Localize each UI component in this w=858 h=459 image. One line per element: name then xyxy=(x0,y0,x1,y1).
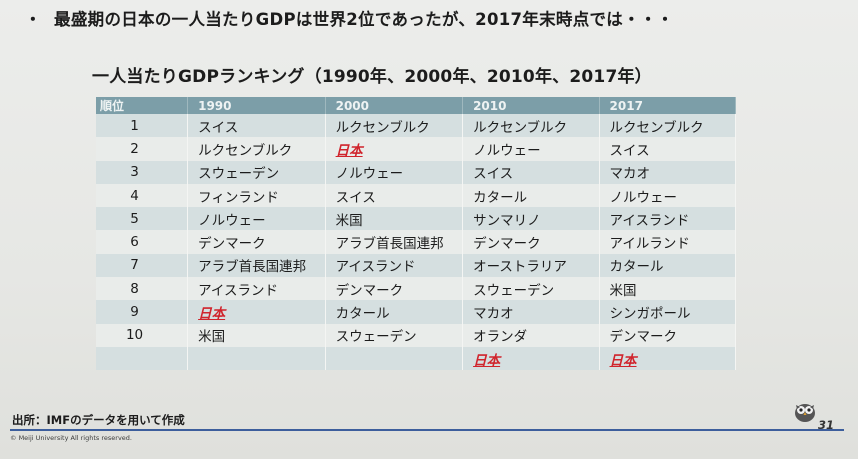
rank-cell: 3 xyxy=(96,160,189,184)
rank-cell: 7 xyxy=(96,253,189,278)
country-cell xyxy=(187,346,326,371)
japan-highlight-cell: 日本 xyxy=(187,300,326,324)
country-cell: アイスランド xyxy=(325,253,464,278)
table-row: 8 アイスランド デンマーク スウェーデン 米国 xyxy=(96,277,737,301)
source-note: 出所：IMFのデータを用いて作成 xyxy=(12,413,185,427)
header-rank: 順位 xyxy=(96,97,189,114)
header-1990: 1990 xyxy=(187,97,326,114)
table-row: 2 ルクセンブルク 日本 ノルウェー スイス xyxy=(96,137,737,161)
country-cell: スウェーデン xyxy=(325,323,464,347)
country-cell: カタール xyxy=(462,183,600,208)
table-header-row: 順位 1990 2000 2010 2017 xyxy=(96,97,737,114)
footer-divider xyxy=(10,429,844,431)
header-text: 最盛期の日本の一人当たりGDPは世界2位であったが、2017年末時点では・・・ xyxy=(54,10,674,29)
table-row: 7 アラブ首長国連邦 アイスランド オーストラリア カタール xyxy=(96,253,737,278)
country-cell: ノルウェー xyxy=(325,160,464,184)
rank-cell: 5 xyxy=(96,207,189,231)
country-cell: マカオ xyxy=(462,300,600,324)
country-cell: 米国 xyxy=(599,277,737,301)
header-2017: 2017 xyxy=(599,97,737,114)
table-row: 10 米国 スウェーデン オランダ デンマーク xyxy=(96,323,737,347)
table-row: 6 デンマーク アラブ首長国連邦 デンマーク アイルランド xyxy=(96,230,737,254)
slide-header: ・ 最盛期の日本の一人当たりGDPは世界2位であったが、2017年末時点では・・… xyxy=(18,6,848,30)
table-row: 9 日本 カタール マカオ シンガポール xyxy=(96,300,737,324)
country-cell: カタール xyxy=(325,300,464,324)
country-cell: スイス xyxy=(325,183,464,208)
country-cell: アイスランド xyxy=(599,207,737,231)
page-number: 31 xyxy=(818,418,835,432)
country-cell: ノルウェー xyxy=(599,183,737,208)
japan-highlight-cell: 日本 xyxy=(325,137,464,161)
country-cell: ノルウェー xyxy=(462,137,600,161)
country-cell: カタール xyxy=(599,253,737,278)
owl-mascot-icon xyxy=(795,404,815,422)
country-cell: アラブ首長国連邦 xyxy=(187,253,326,278)
country-cell: スイス xyxy=(187,114,326,138)
copyright: © Meiji University All rights reserved. xyxy=(10,434,132,442)
rank-cell: 4 xyxy=(96,183,189,208)
country-cell: ルクセンブルク xyxy=(187,137,326,161)
country-cell: フィンランド xyxy=(187,183,326,208)
rank-cell: 9 xyxy=(96,300,189,324)
country-cell: マカオ xyxy=(599,160,737,184)
country-cell xyxy=(325,346,464,371)
rank-cell: 2 xyxy=(96,137,189,161)
japan-highlight-cell: 日本 xyxy=(462,346,600,371)
country-cell: ノルウェー xyxy=(187,207,326,231)
japan-highlight-cell: 日本 xyxy=(599,346,737,371)
header-2010: 2010 xyxy=(462,97,600,114)
table-title: 一人当たりGDPランキング（1990年、2000年、2010年、2017年） xyxy=(92,67,652,87)
country-cell: 米国 xyxy=(187,323,326,347)
table-row: 5 ノルウェー 米国 サンマリノ アイスランド xyxy=(96,207,737,231)
country-cell: ルクセンブルク xyxy=(599,114,737,138)
table-row: 3 スウェーデン ノルウェー スイス マカオ xyxy=(96,160,737,184)
country-cell: デンマーク xyxy=(187,230,326,254)
country-cell: スウェーデン xyxy=(462,277,600,301)
country-cell: スイス xyxy=(599,137,737,161)
country-cell: デンマーク xyxy=(599,323,737,347)
table-row: 4 フィンランド スイス カタール ノルウェー xyxy=(96,183,737,208)
country-cell: シンガポール xyxy=(599,300,737,324)
country-cell: 米国 xyxy=(325,207,464,231)
bullet: ・ xyxy=(24,10,42,29)
country-cell: デンマーク xyxy=(462,230,600,254)
country-cell: オーストラリア xyxy=(462,253,600,278)
header-2000: 2000 xyxy=(325,97,464,114)
table-row: 日本 日本 xyxy=(96,346,737,371)
gdp-ranking-table: 順位 1990 2000 2010 2017 1 スイス ルクセンブルク ルクセ… xyxy=(96,97,737,371)
table-row: 1 スイス ルクセンブルク ルクセンブルク ルクセンブルク xyxy=(96,114,737,138)
rank-cell: 10 xyxy=(96,323,189,347)
country-cell: サンマリノ xyxy=(462,207,600,231)
country-cell: スイス xyxy=(462,160,600,184)
rank-cell: 6 xyxy=(96,230,189,254)
country-cell: スウェーデン xyxy=(187,160,326,184)
country-cell: アイルランド xyxy=(599,230,737,254)
rank-cell: 1 xyxy=(96,114,189,138)
country-cell: ルクセンブルク xyxy=(462,114,600,138)
country-cell: オランダ xyxy=(462,323,600,347)
country-cell: アラブ首長国連邦 xyxy=(325,230,464,254)
country-cell: ルクセンブルク xyxy=(325,114,464,138)
country-cell: デンマーク xyxy=(325,277,464,301)
rank-cell: 8 xyxy=(96,277,189,301)
rank-cell xyxy=(96,346,189,371)
country-cell: アイスランド xyxy=(187,277,326,301)
